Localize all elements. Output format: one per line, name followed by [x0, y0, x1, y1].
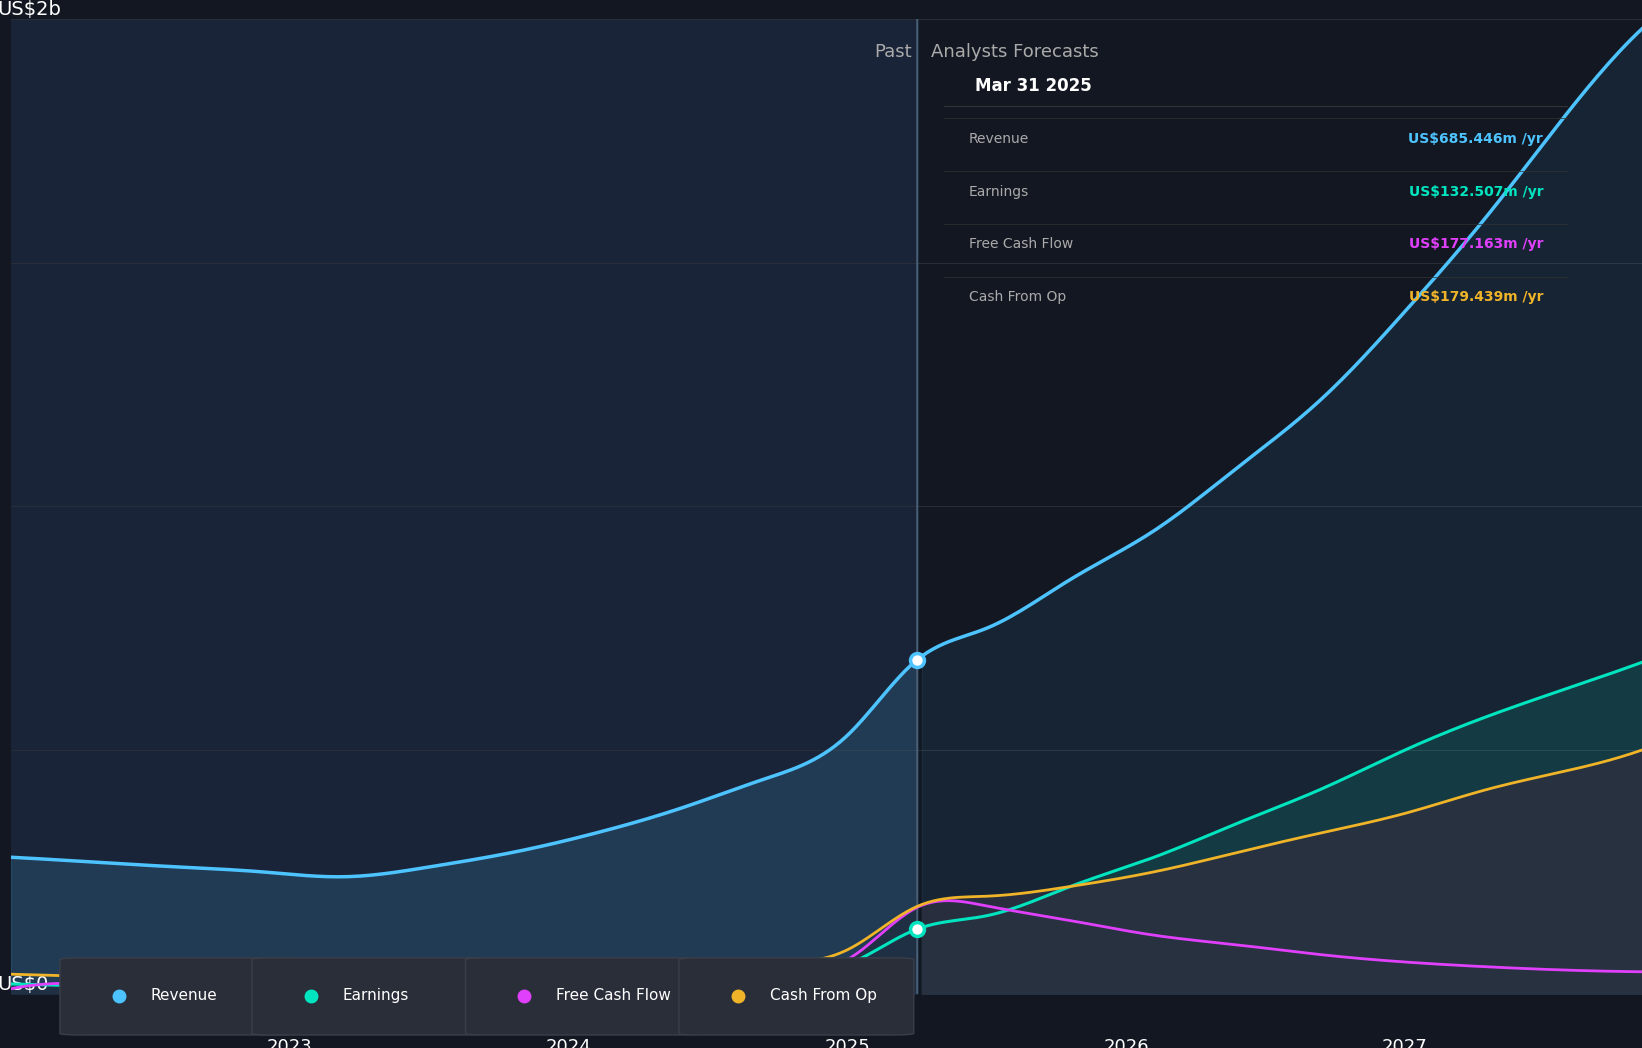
Text: Earnings: Earnings [343, 988, 409, 1003]
Text: Past: Past [874, 43, 911, 62]
Text: 2027: 2027 [1383, 1038, 1429, 1048]
Text: US$685.446m /yr: US$685.446m /yr [1409, 132, 1543, 146]
FancyBboxPatch shape [680, 958, 913, 1035]
Text: Cash From Op: Cash From Op [770, 988, 877, 1003]
Text: 2023: 2023 [268, 1038, 312, 1048]
Text: Analysts Forecasts: Analysts Forecasts [931, 43, 1098, 62]
Text: US$132.507m /yr: US$132.507m /yr [1409, 184, 1543, 198]
Text: Free Cash Flow: Free Cash Flow [969, 238, 1074, 252]
Text: US$177.163m /yr: US$177.163m /yr [1409, 238, 1543, 252]
Text: US$2b: US$2b [0, 0, 61, 19]
Text: Cash From Op: Cash From Op [969, 290, 1066, 304]
Bar [11, 19, 916, 994]
Text: US$179.439m /yr: US$179.439m /yr [1409, 290, 1543, 304]
Text: Revenue: Revenue [969, 132, 1030, 146]
FancyBboxPatch shape [61, 958, 296, 1035]
Text: 2024: 2024 [545, 1038, 591, 1048]
Bar [916, 19, 1642, 994]
Text: 2025: 2025 [824, 1038, 870, 1048]
FancyBboxPatch shape [253, 958, 488, 1035]
Text: Free Cash Flow: Free Cash Flow [557, 988, 672, 1003]
Text: Earnings: Earnings [969, 184, 1030, 198]
FancyBboxPatch shape [466, 958, 701, 1035]
Text: US$0: US$0 [0, 975, 48, 994]
Text: Mar 31 2025: Mar 31 2025 [975, 78, 1092, 95]
Text: Revenue: Revenue [151, 988, 217, 1003]
Text: 2026: 2026 [1103, 1038, 1149, 1048]
